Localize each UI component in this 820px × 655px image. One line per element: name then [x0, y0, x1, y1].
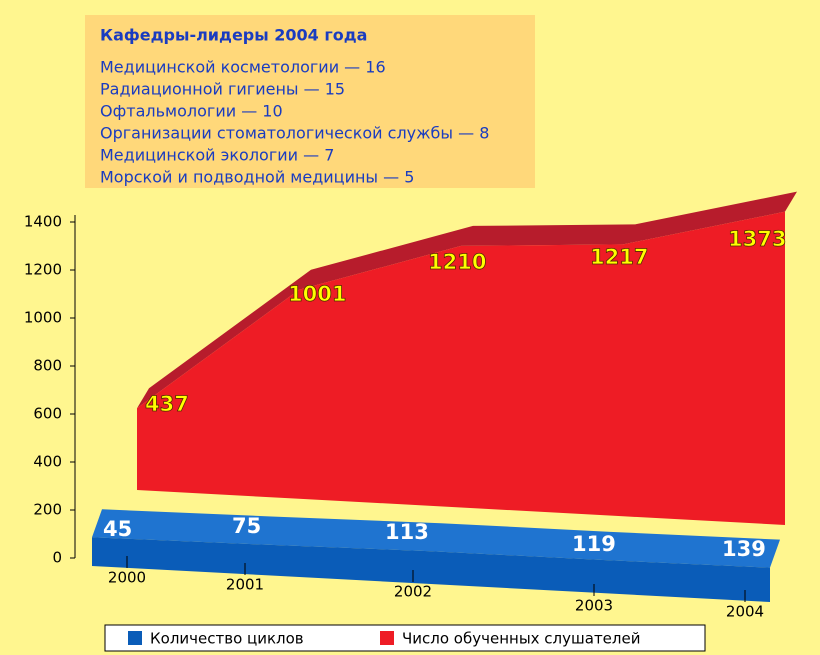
annotation: Офтальмологии — 10 [100, 102, 283, 121]
y-tick-label: 1200 [24, 261, 62, 279]
y-tick-label: 1400 [24, 213, 62, 231]
area-top-face [137, 191, 797, 409]
annotation: Организации стоматологической службы — 8 [100, 124, 489, 143]
value-label: 1001 [288, 282, 346, 306]
x-tick-label: 2003 [575, 597, 613, 615]
chart-title: Кафедры-лидеры 2004 года [100, 26, 367, 45]
annotation-box [85, 15, 535, 188]
annotation: Медицинской косметологии — 16 [100, 58, 386, 77]
y-tick-label: 400 [33, 453, 62, 471]
area-top-face [92, 509, 780, 568]
legend-swatch [380, 631, 394, 645]
x-tick-label: 2000 [108, 569, 146, 587]
y-tick-label: 800 [33, 357, 62, 375]
annotation: Медицинской экологии — 7 [100, 146, 334, 165]
value-label: 75 [232, 514, 261, 538]
y-tick-label: 1000 [24, 309, 62, 327]
value-label: 1210 [428, 250, 486, 274]
y-tick-label: 200 [33, 501, 62, 519]
annotation: Морской и подводной медицины — 5 [100, 168, 414, 187]
annotation: Радиационной гигиены — 15 [100, 80, 345, 99]
area [137, 211, 785, 526]
value-label: 1373 [728, 227, 786, 251]
x-tick-label: 2002 [394, 583, 432, 601]
area [92, 537, 770, 602]
legend [104, 624, 706, 652]
value-label: 1217 [590, 245, 648, 269]
value-label: 437 [145, 392, 189, 416]
x-tick-label: 2001 [226, 576, 264, 594]
value-label: 113 [385, 520, 429, 544]
legend-label: Число обученных слушателей [402, 630, 640, 648]
value-label: 139 [722, 537, 766, 561]
value-label: 45 [103, 517, 132, 541]
y-tick-label: 0 [52, 549, 62, 567]
value-label: 119 [572, 532, 616, 556]
legend-swatch [128, 631, 142, 645]
x-tick-label: 2004 [726, 603, 764, 621]
y-tick-label: 600 [33, 405, 62, 423]
legend-label: Количество циклов [150, 630, 304, 648]
